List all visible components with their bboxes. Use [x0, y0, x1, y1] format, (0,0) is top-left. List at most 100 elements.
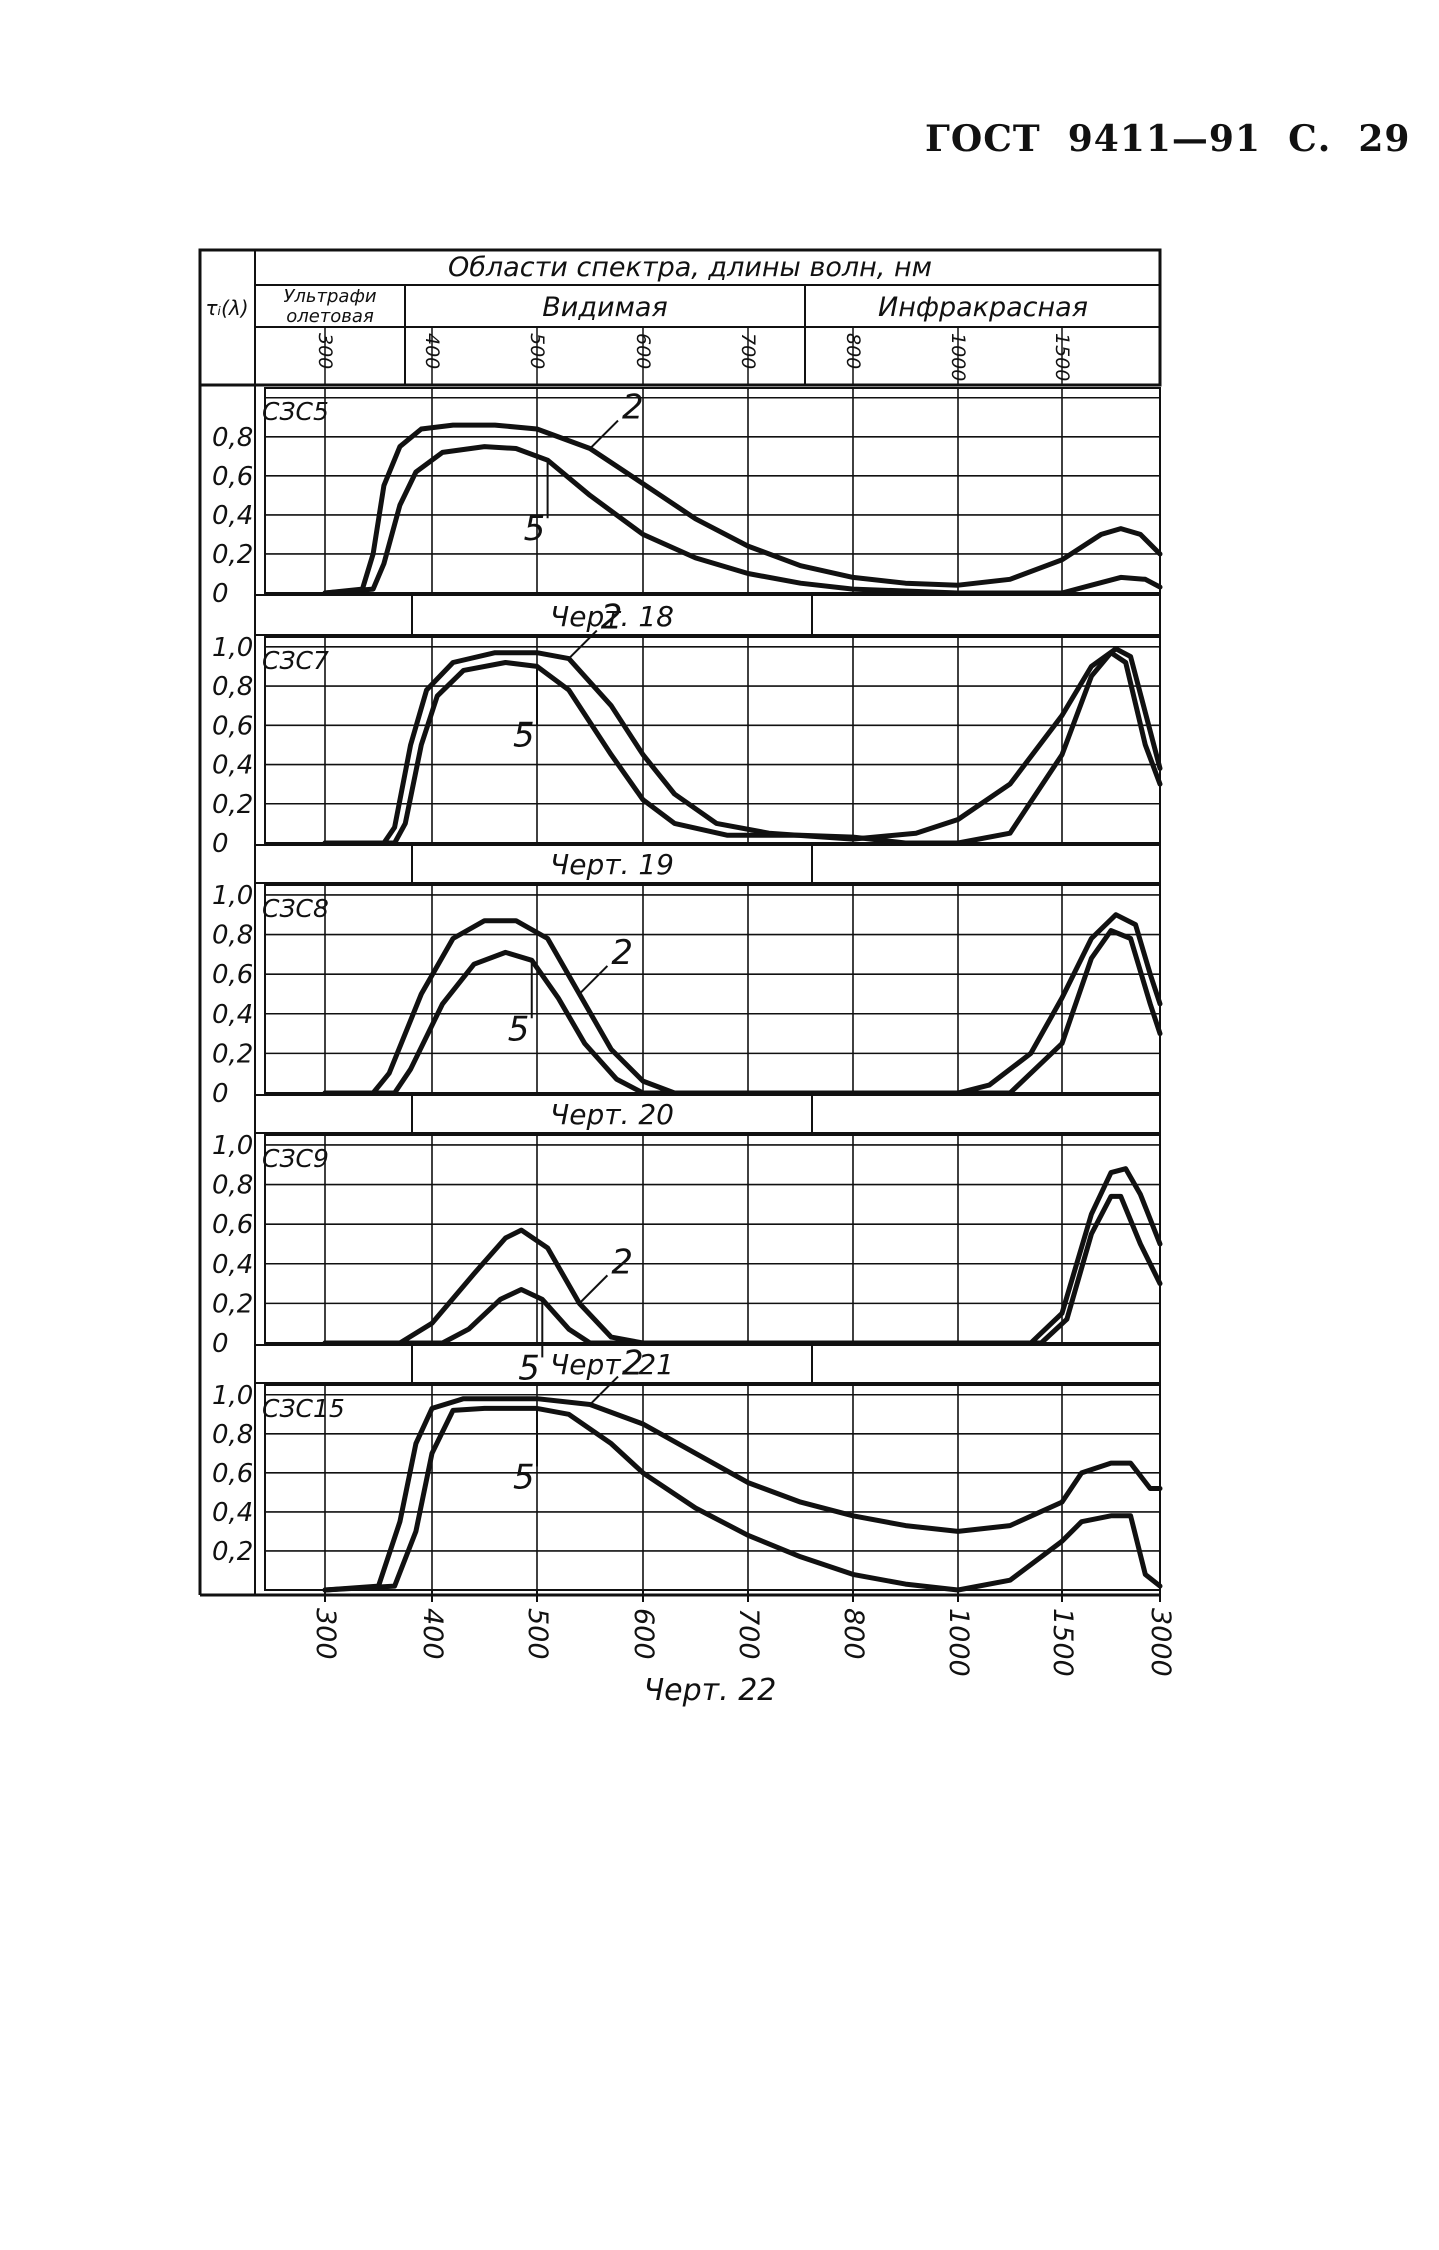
y-tick-label: 0,8 — [212, 921, 253, 951]
series-line-5 — [322, 928, 1163, 1096]
y-tick-label: 0,8 — [212, 1420, 253, 1450]
top-tick-label: 1500 — [1051, 333, 1073, 381]
series-leader — [589, 419, 619, 450]
y-tick-label: 0,4 — [212, 751, 253, 781]
panel-frame — [264, 884, 1161, 1094]
bottom-tick-label: 800 — [838, 1608, 869, 1660]
series-label: 2 — [611, 1242, 633, 1282]
y-tick-label: 0 — [212, 829, 229, 859]
panel-1: 0 0,2 0,4 0,6 0,8 СЗС5 2 5 Черт. 18 — [212, 387, 1163, 636]
series-label: 5 — [508, 1009, 530, 1049]
series-leader — [568, 629, 598, 660]
caption-box — [411, 594, 813, 636]
panel-caption: Черт. 21 — [550, 1348, 674, 1381]
panel-2: 0 0,2 0,4 0,6 0,8 1,0 СЗС7 2 5 Черт. 19 — [212, 598, 1163, 884]
bottom-x-axis: 300 400 500 600 700 800 1000 1500 3000 Черт. 22 — [200, 1590, 1176, 1708]
y-tick-label: 0,4 — [212, 1000, 253, 1030]
series-leader — [578, 1274, 609, 1305]
panel-5: 0,2 0,4 0,6 0,8 1,0 СЗС15 2 5 — [212, 1344, 1163, 1593]
series-label: 2 — [601, 598, 623, 638]
series-label: 2 — [622, 388, 644, 428]
series-leader — [589, 1375, 619, 1406]
series-line-2 — [322, 1166, 1163, 1346]
top-tick-label: 400 — [421, 333, 443, 369]
y-tick-label: 0 — [212, 1079, 229, 1109]
series-line-5 — [322, 650, 1163, 846]
panel-caption: Черт. 20 — [550, 1098, 674, 1131]
y-tick-label: 0,4 — [212, 1250, 253, 1280]
series-line-5 — [322, 1405, 1163, 1593]
series-label: 5 — [524, 509, 546, 549]
y-tick-label: 0,2 — [212, 1537, 253, 1567]
y-tick-label: 1,0 — [212, 1131, 253, 1161]
final-caption: Черт. 22 — [644, 1673, 777, 1708]
caption-box — [411, 844, 813, 884]
bottom-tick-label: 400 — [417, 1608, 448, 1660]
y-tick-label: 0,6 — [212, 960, 253, 990]
y-tick-label: 0,6 — [212, 1459, 253, 1489]
y-symbol: τᵢ(λ) — [205, 296, 248, 320]
header-frame — [198, 248, 1162, 387]
region-uv: Ультрафи олетовая — [283, 286, 376, 327]
y-tick-label: 0,2 — [212, 1289, 253, 1319]
panel-frame — [264, 1134, 1161, 1344]
series-line-2 — [322, 912, 1163, 1096]
panel-3: 0 0,2 0,4 0,6 0,8 1,0 СЗС8 2 5 Черт. 20 — [212, 881, 1163, 1134]
series-line-5 — [322, 444, 1163, 596]
y-tick-label: 0,6 — [212, 462, 253, 492]
caption-frame — [254, 844, 1161, 884]
series-line-2 — [322, 1396, 1163, 1593]
top-tick-label: 800 — [842, 333, 864, 369]
panel-label: СЗС7 — [262, 646, 329, 675]
panel-caption: Черт. 19 — [550, 848, 674, 881]
y-tick-label: 1,0 — [212, 633, 253, 663]
series-line-5 — [322, 1193, 1163, 1346]
bottom-tick-label: 600 — [628, 1608, 659, 1660]
y-tick-label: 1,0 — [212, 1381, 253, 1411]
bottom-tick-label: 500 — [522, 1608, 553, 1660]
caption-box — [411, 1094, 813, 1134]
panel-label: СЗС8 — [262, 894, 329, 923]
region-visible: Видимая — [542, 292, 667, 323]
caption-frame — [254, 1094, 1161, 1134]
y-tick-label: 1,0 — [212, 881, 253, 911]
y-tick-label: 0,4 — [212, 501, 253, 531]
page-header: ГОСТ 9411—91 С. 29 — [925, 118, 1411, 160]
top-tick-label: 600 — [632, 333, 654, 369]
series-line-2 — [322, 422, 1163, 596]
series-label: 2 — [622, 1344, 644, 1384]
series-line-2 — [322, 646, 1163, 846]
y-tick-label: 0,2 — [212, 1039, 253, 1069]
y-tick-label: 0,6 — [212, 711, 253, 741]
panel-label: СЗС5 — [262, 397, 329, 426]
panel-4: 0 0,2 0,4 0,6 0,8 1,0 СЗС9 2 5 Черт. 21 — [212, 1131, 1163, 1388]
panel-label: СЗС15 — [262, 1394, 345, 1423]
series-label: 5 — [513, 1457, 535, 1497]
bottom-tick-label: 3000 — [1145, 1608, 1176, 1677]
top-tick-label: 1000 — [947, 333, 969, 381]
panel-frame — [264, 1384, 1161, 1591]
chart-panels: 0 0,2 0,4 0,6 0,8 СЗС5 2 5 Черт. 18 0 0,2 0,4 0,6 0,8… — [198, 385, 1163, 1595]
y-tick-label: 0 — [212, 1329, 229, 1359]
y-tick-label: 0,2 — [212, 790, 253, 820]
y-tick-label: 0,8 — [212, 672, 253, 702]
caption-frame — [254, 594, 1161, 636]
panel-caption: Черт. 18 — [550, 600, 674, 633]
top-tick-label: 500 — [526, 333, 548, 369]
y-tick-label: 0,4 — [212, 1498, 253, 1528]
y-tick-label: 0 — [212, 579, 229, 609]
y-tick-label: 0,2 — [212, 540, 253, 570]
bottom-tick-label: 700 — [733, 1608, 764, 1660]
y-tick-label: 0,8 — [212, 423, 253, 453]
series-label: 2 — [611, 933, 633, 973]
bottom-tick-label: 1500 — [1047, 1608, 1078, 1677]
bottom-tick-label: 1000 — [943, 1608, 974, 1677]
series-label: 5 — [518, 1348, 540, 1388]
series-label: 5 — [513, 715, 535, 755]
series-leader — [578, 965, 609, 995]
y-tick-label: 0,6 — [212, 1210, 253, 1240]
top-tick-label: 300 — [314, 333, 336, 369]
header-title: Области спектра, длины волн, нм — [448, 252, 932, 283]
panel-label: СЗС9 — [262, 1144, 329, 1173]
